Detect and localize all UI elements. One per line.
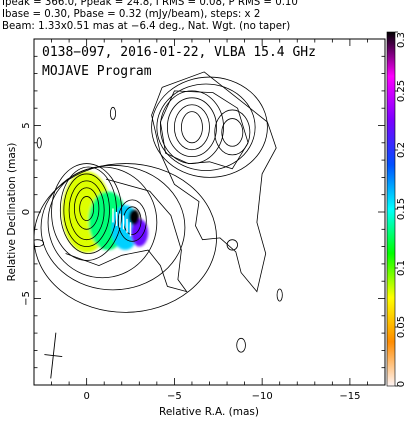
colorbar-tick-label: 0.25 bbox=[396, 80, 407, 102]
polarization-ticks bbox=[112, 208, 132, 237]
contour-line bbox=[65, 178, 188, 293]
contour-line bbox=[73, 187, 100, 230]
contour-line bbox=[79, 196, 95, 222]
y-axis-label: Relative Declination (mas) bbox=[6, 143, 18, 282]
contour-line bbox=[173, 104, 210, 151]
y-tick-label: −5 bbox=[21, 291, 32, 306]
x-tick-label: 0 bbox=[83, 391, 89, 402]
colorbar-tick-label: 0.1 bbox=[396, 260, 407, 276]
plot-title: 0138−097, 2016-01-22, VLBA 15.4 GHz bbox=[42, 45, 316, 60]
beam-cross bbox=[44, 332, 63, 379]
beam-minor-axis bbox=[44, 354, 63, 358]
contour-line bbox=[221, 118, 244, 147]
colorbar-tick-label: 0 bbox=[396, 381, 407, 387]
contour-line bbox=[226, 239, 238, 251]
contour-line bbox=[214, 109, 251, 156]
colorbar-ticks: 0 0.05 0.1 0.15 0.2 0.25 0.3 bbox=[395, 31, 407, 387]
x-axis-label: Relative R.A. (mas) bbox=[159, 406, 259, 418]
contour-line bbox=[40, 164, 186, 291]
emission-blob bbox=[128, 209, 140, 225]
header-line-1: Ipeak = 366.0, Ppeak = 24.8, I RMS = 0.0… bbox=[2, 0, 298, 8]
contour-line bbox=[109, 106, 117, 120]
contour-line bbox=[276, 288, 283, 302]
contour-line bbox=[117, 199, 147, 242]
colorbar-tick-label: 0.15 bbox=[396, 198, 407, 220]
contour-line bbox=[151, 71, 277, 293]
header-line-3: Beam: 1.33x0.51 mas at −6.4 deg., Nat. W… bbox=[2, 21, 291, 32]
contour-line bbox=[166, 97, 217, 158]
plot-subtitle: MOJAVE Program bbox=[42, 64, 152, 79]
contour-line bbox=[181, 111, 203, 144]
contour-line bbox=[159, 90, 249, 170]
x-tick-label: −15 bbox=[339, 391, 360, 402]
contour-line bbox=[151, 76, 268, 178]
contour-line bbox=[63, 173, 110, 248]
contour-line bbox=[34, 239, 45, 247]
emission-blob bbox=[130, 218, 149, 247]
header-line-2: Ibase = 0.30, Pbase = 0.32 (mJy/beam), s… bbox=[2, 9, 261, 20]
contour-layer bbox=[34, 71, 283, 353]
colorbar bbox=[386, 31, 396, 387]
y-tick-label: 5 bbox=[21, 122, 32, 128]
y-tick-label: 0 bbox=[21, 209, 32, 215]
x-tick-label: −5 bbox=[167, 391, 182, 402]
colorbar-tick-label: 0.3 bbox=[396, 32, 407, 48]
x-tick-label: −10 bbox=[252, 391, 273, 402]
contour-line bbox=[47, 166, 158, 279]
contour-line bbox=[68, 180, 105, 241]
contour-line bbox=[59, 166, 117, 254]
contour-line bbox=[51, 163, 123, 261]
contour-line bbox=[236, 337, 246, 353]
contour-line bbox=[156, 83, 256, 171]
colorbar-tick-label: 0.05 bbox=[396, 316, 407, 338]
colorbar-tick-label: 0.2 bbox=[396, 142, 407, 158]
axis-ticks: 0 −5 −10 −15 5 0 −5 bbox=[21, 38, 386, 402]
